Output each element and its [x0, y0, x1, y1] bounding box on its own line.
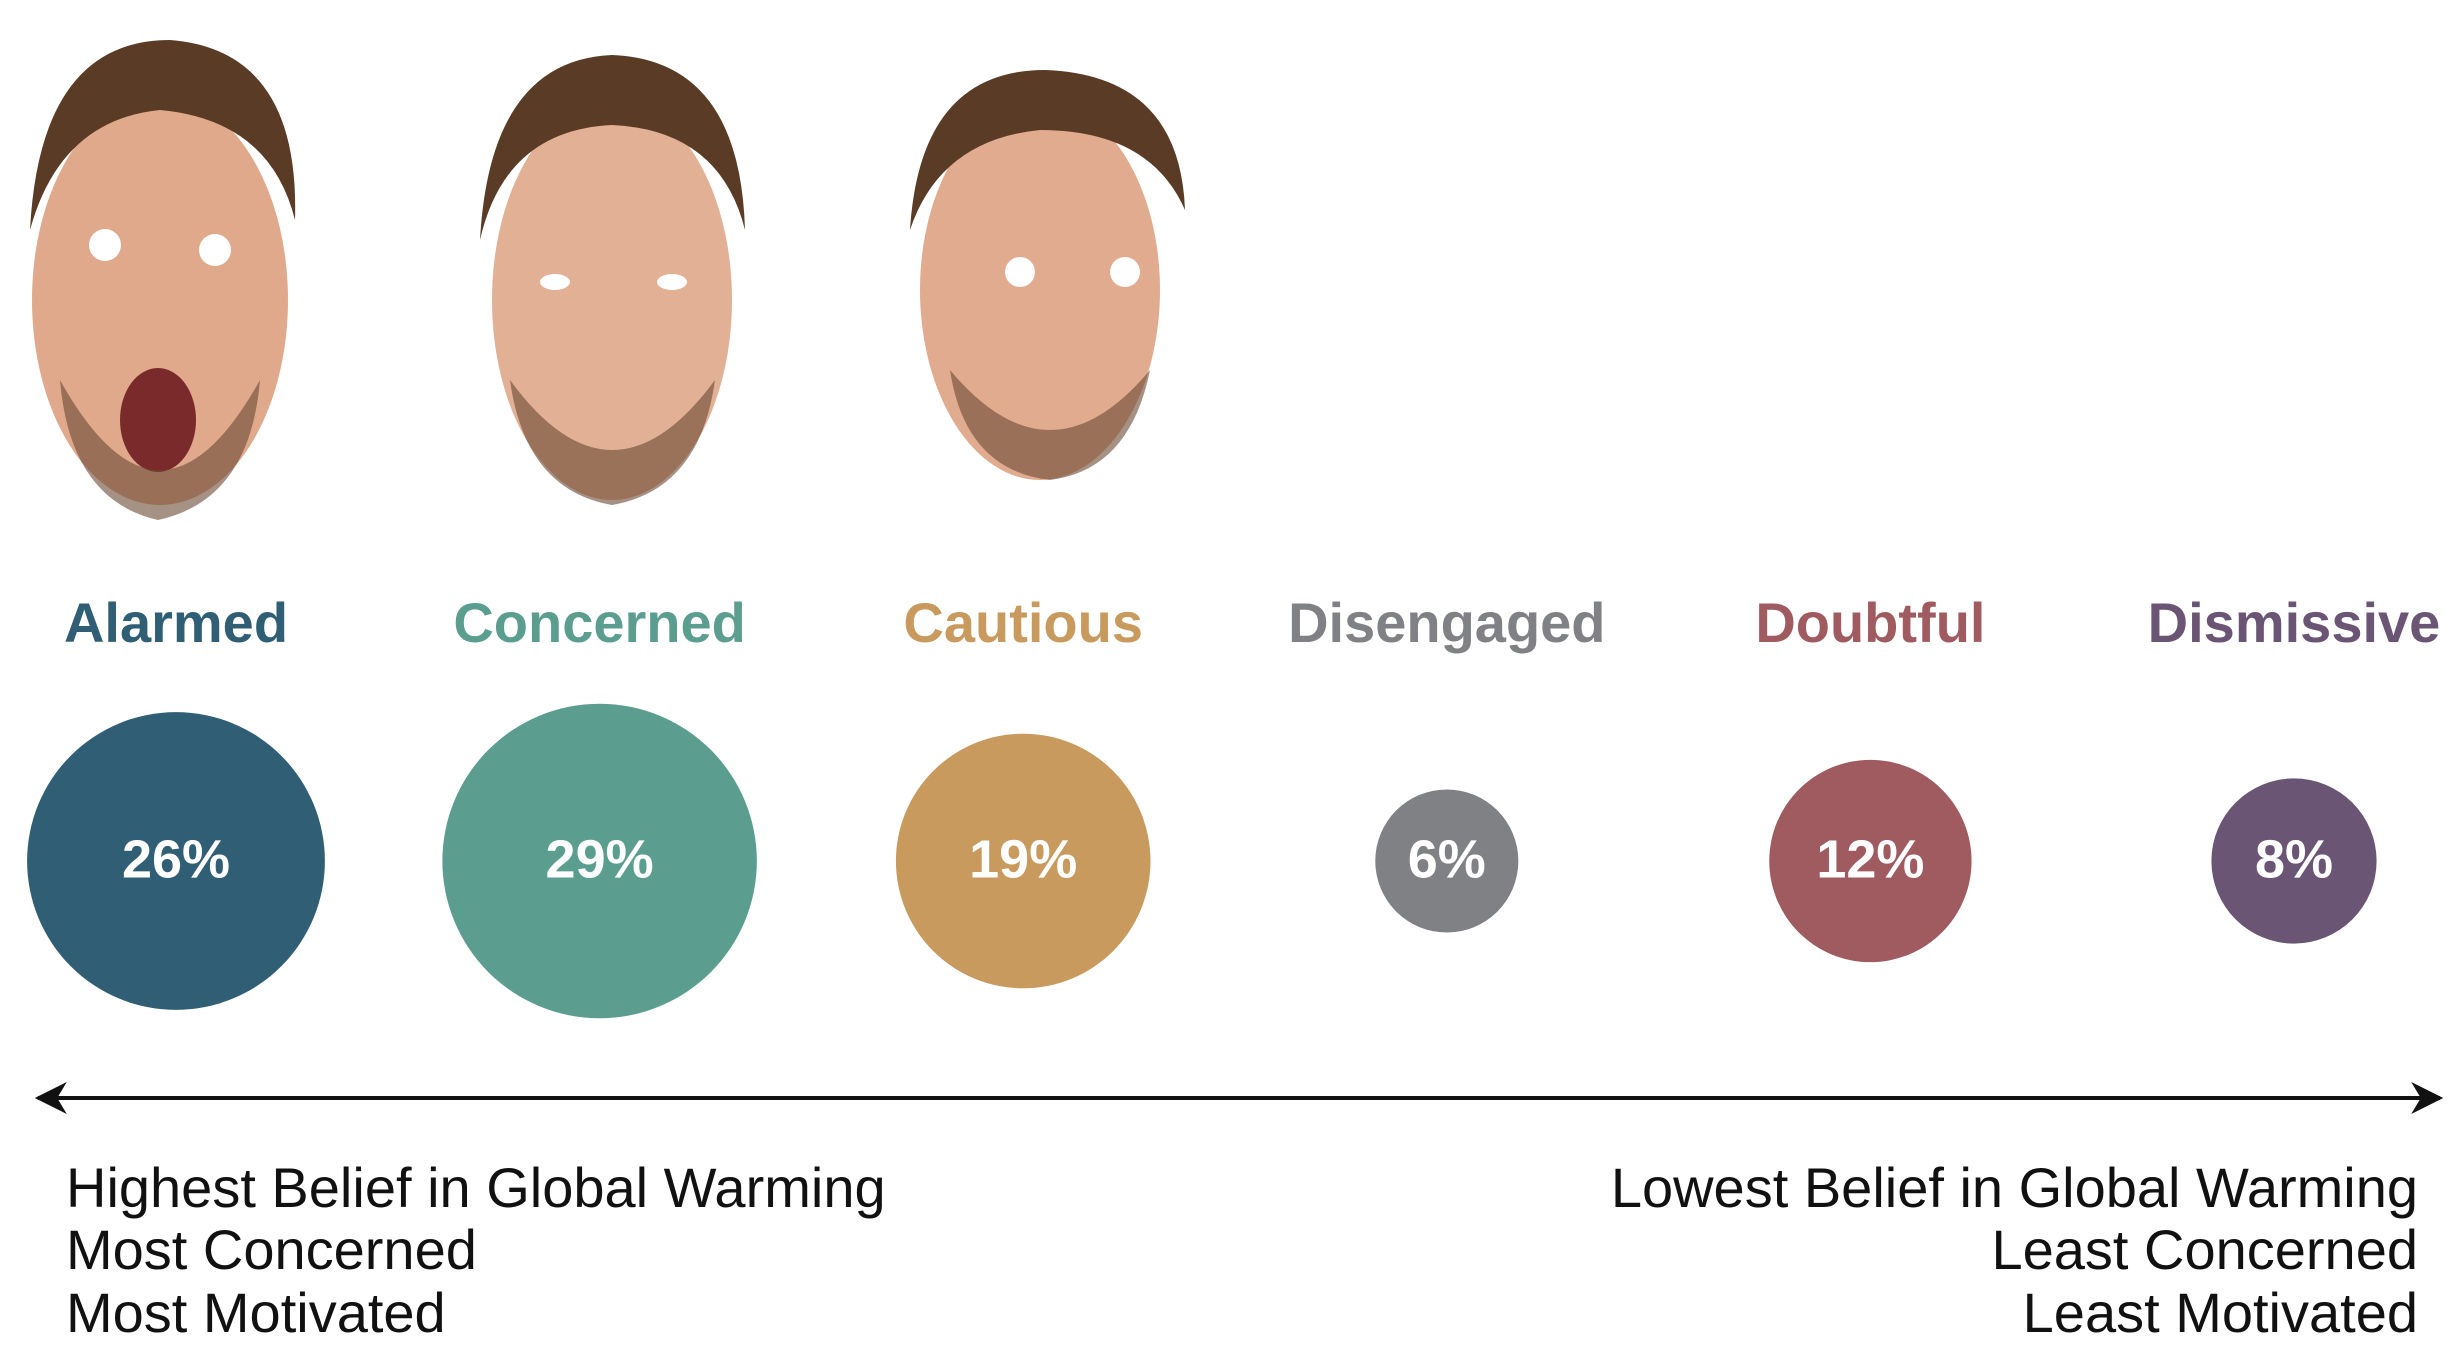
category-label: Doubtful: [1755, 591, 1985, 654]
value-label: 12%: [1816, 829, 1924, 889]
face-alarmed: [30, 40, 296, 520]
category-label: Alarmed: [64, 591, 288, 654]
face-concerned: [480, 55, 745, 505]
left-note: Most Concerned: [66, 1218, 477, 1281]
bubble: [27, 712, 325, 1010]
right-note: Least Concerned: [1991, 1218, 2418, 1281]
category-label: Cautious: [903, 591, 1143, 654]
bubble: [442, 703, 757, 1019]
value-label: 19%: [969, 829, 1077, 889]
face-cautious: [910, 70, 1185, 480]
value-label: 6%: [1408, 829, 1486, 889]
category-label: Concerned: [453, 591, 746, 654]
bubble: [2211, 778, 2377, 944]
category-label: Disengaged: [1288, 591, 1605, 654]
left-note: Highest Belief in Global Warming: [66, 1156, 886, 1219]
bubble: [1769, 759, 1972, 963]
value-label: 29%: [546, 829, 654, 889]
category-label: Dismissive: [2148, 591, 2441, 654]
left-note: Most Motivated: [66, 1281, 446, 1344]
bubble: [1375, 789, 1519, 933]
value-label: 8%: [2255, 829, 2333, 889]
right-note: Least Motivated: [2023, 1281, 2418, 1344]
right-note: Lowest Belief in Global Warming: [1611, 1156, 2418, 1219]
value-label: 26%: [122, 829, 230, 889]
bubble: [895, 733, 1151, 989]
